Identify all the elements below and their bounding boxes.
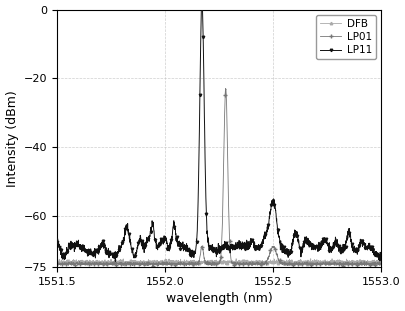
DFB bbox=[233, 257, 238, 261]
DFB bbox=[378, 262, 383, 265]
LP11 bbox=[369, 244, 373, 248]
DFB bbox=[369, 260, 373, 264]
LP11 bbox=[369, 246, 373, 250]
LP01 bbox=[203, 263, 208, 267]
LP11 bbox=[199, 4, 204, 8]
Line: DFB: DFB bbox=[56, 258, 382, 267]
DFB bbox=[203, 260, 208, 264]
LP11 bbox=[212, 248, 217, 252]
Line: LP01: LP01 bbox=[55, 87, 382, 267]
LP01 bbox=[212, 263, 217, 267]
LP11 bbox=[71, 245, 76, 249]
LP11 bbox=[378, 257, 383, 261]
Y-axis label: Intensity (dBm): Intensity (dBm) bbox=[6, 90, 19, 187]
Legend: DFB, LP01, LP11: DFB, LP01, LP11 bbox=[315, 15, 375, 59]
LP11 bbox=[113, 260, 117, 263]
LP01 bbox=[55, 262, 60, 265]
X-axis label: wavelength (nm): wavelength (nm) bbox=[166, 292, 272, 305]
LP01 bbox=[369, 261, 373, 265]
LP01 bbox=[143, 264, 148, 267]
LP11 bbox=[204, 215, 209, 219]
LP01 bbox=[378, 262, 383, 266]
Line: LP11: LP11 bbox=[56, 5, 382, 263]
DFB bbox=[55, 261, 60, 265]
DFB bbox=[210, 264, 215, 267]
LP11 bbox=[55, 240, 60, 244]
LP01 bbox=[369, 261, 373, 265]
LP01 bbox=[309, 261, 314, 265]
DFB bbox=[212, 261, 217, 265]
DFB bbox=[71, 260, 76, 264]
LP11 bbox=[309, 244, 314, 248]
DFB bbox=[309, 259, 314, 263]
DFB bbox=[369, 261, 373, 265]
LP01 bbox=[223, 87, 228, 91]
LP01 bbox=[71, 261, 76, 265]
